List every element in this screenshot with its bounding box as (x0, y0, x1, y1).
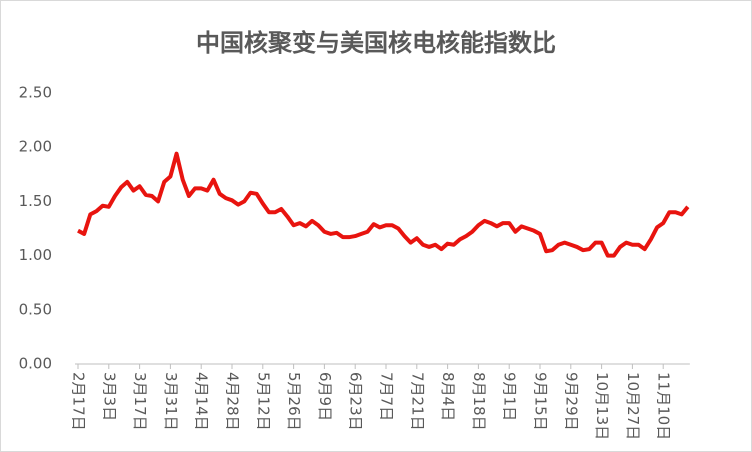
x-tick-label: 9月15日 (532, 372, 550, 431)
y-tick-label: 1.50 (19, 192, 52, 210)
y-tick-label: 2.00 (19, 138, 52, 156)
chart-title: 中国核聚变与美国核电核能指数比 (196, 29, 556, 57)
x-tick-label: 3月17日 (131, 372, 149, 431)
x-tick-label: 4月28日 (224, 372, 242, 431)
data-line (77, 151, 690, 258)
x-tick-label: 4月14日 (193, 372, 211, 431)
x-tick-label: 10月27日 (624, 372, 642, 440)
y-tick-label: 2.50 (19, 84, 52, 102)
x-tick-label: 3月31日 (162, 372, 180, 431)
y-tick-label: 0.00 (19, 355, 52, 373)
x-tick-label: 5月26日 (285, 372, 303, 431)
x-tick-label: 8月4日 (439, 372, 457, 421)
x-tick-label: 2月17日 (70, 372, 88, 431)
x-tick-label: 10月13日 (593, 372, 611, 440)
x-tick-label: 9月1日 (501, 372, 519, 421)
x-tick-label: 5月12日 (254, 372, 272, 431)
x-tick-label: 6月23日 (347, 372, 365, 431)
y-tick-label: 0.50 (19, 300, 52, 318)
x-tick-label: 7月7日 (378, 372, 396, 421)
x-tick-label: 8月18日 (470, 372, 488, 431)
x-tick-label: 3月3日 (100, 372, 118, 421)
x-tick-label: 6月9日 (316, 372, 334, 421)
x-tick-label: 7月21日 (408, 372, 426, 431)
y-tick-label: 1.00 (19, 246, 52, 264)
x-tick-label: 11月10日 (655, 372, 673, 440)
x-tick-label: 9月29日 (562, 372, 580, 431)
